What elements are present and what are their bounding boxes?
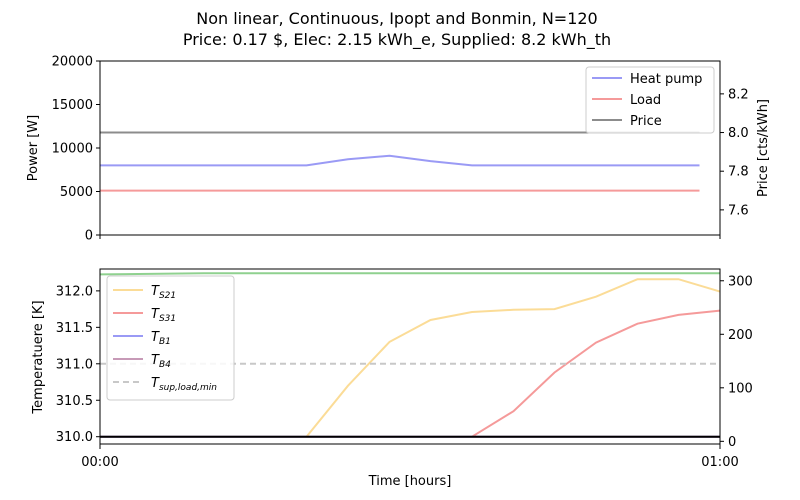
legend-label-tb4-sub: B4 <box>159 360 171 370</box>
legend-label-heat-pump: Heat pump <box>630 72 702 87</box>
top-y-tick-label-2: 10000 <box>52 142 93 157</box>
top-x-ticks <box>99 235 721 239</box>
top-right-y-ticks: 7.6 7.8 8.0 8.2 <box>720 87 749 218</box>
top-y-tick-label-4: 20000 <box>52 55 93 70</box>
top-y-tick-label-1: 5000 <box>60 185 93 200</box>
bottom-y-axis-label: Temperatuere [K] <box>31 300 46 414</box>
legend-label-tsup-sub: sup,load,min <box>159 383 217 393</box>
top-legend: Heat pump Load Price <box>585 66 715 134</box>
top-right-y-axis-label: Price [cts/kWh] <box>756 99 771 197</box>
x-tick-label-end: 01:00 <box>701 455 738 470</box>
bottom-y-tick-label-0: 310.0 <box>56 430 93 445</box>
bottom-right-y-tick-label-1: 100 <box>728 381 753 396</box>
bottom-y-tick-label-2: 311.0 <box>56 357 93 372</box>
legend-label-tb4: TB4 <box>151 353 171 370</box>
top-subplot: 0 5000 10000 15000 20000 7.6 7.8 8.0 8.2 Power … <box>26 55 771 244</box>
top-y-axis-label: Power [W] <box>26 115 41 181</box>
top-right-y-tick-label-2: 8.0 <box>728 126 749 141</box>
legend-label-tsup-main: T <box>151 376 160 391</box>
bottom-right-y-ticks: 0 100 200 300 <box>720 274 753 450</box>
top-right-y-tick-label-3: 8.2 <box>728 87 749 102</box>
legend-label-ts21: TS21 <box>151 284 176 301</box>
bottom-right-y-tick-label-3: 300 <box>728 274 753 289</box>
bottom-series-group <box>99 272 721 438</box>
legend-label-price: Price <box>630 114 662 129</box>
legend-label-ts21-sub: S21 <box>159 291 176 301</box>
bottom-y-tick-label-3: 311.5 <box>56 321 93 336</box>
figure-title-line1: Non linear, Continuous, Ipopt and Bonmin… <box>196 9 597 28</box>
legend-label-load: Load <box>630 93 661 108</box>
series-ts31-line <box>471 309 721 438</box>
x-axis-label: Time [hours] <box>368 474 452 489</box>
legend-label-ts31: TS31 <box>151 307 176 324</box>
top-y-tick-label-3: 15000 <box>52 98 93 113</box>
bottom-subplot: 310.0 310.5 311.0 311.5 312.0 0 100 200 300 00:… <box>31 268 753 489</box>
figure-title-line2: Price: 0.17 $, Elec: 2.15 kWh_e, Supplie… <box>183 30 611 50</box>
top-y-ticks: 0 5000 10000 15000 20000 <box>52 55 100 244</box>
legend-label-tsup: Tsup,load,min <box>151 376 217 393</box>
legend-label-ts31-sub: S31 <box>159 314 176 324</box>
legend-label-ts21-main: T <box>151 284 160 299</box>
bottom-x-ticks: 00:00 01:00 <box>81 444 739 470</box>
bottom-right-y-tick-label-2: 200 <box>728 328 753 343</box>
bottom-legend-box <box>106 275 235 401</box>
series-heat-pump-line <box>100 154 700 167</box>
bottom-y-tick-label-1: 310.5 <box>56 394 93 409</box>
bottom-y-ticks: 310.0 310.5 311.0 311.5 312.0 <box>56 284 100 445</box>
legend-label-tb4-main: T <box>151 353 160 368</box>
bottom-axes-frame <box>99 268 721 445</box>
legend-label-tb1: TB1 <box>151 330 171 347</box>
top-right-y-tick-label-1: 7.8 <box>728 165 749 180</box>
legend-label-tb1-main: T <box>151 330 160 345</box>
series-ts21-line <box>305 278 721 438</box>
legend-label-ts31-main: T <box>151 307 160 322</box>
top-legend-box <box>585 66 715 134</box>
bottom-right-y-tick-label-0: 0 <box>728 435 736 450</box>
top-right-y-tick-label-0: 7.6 <box>728 203 749 218</box>
x-tick-label-start: 00:00 <box>81 455 118 470</box>
bottom-legend: TS21 TS31 TB1 TB4 Tsup,load,min <box>106 275 235 401</box>
bottom-y-tick-label-4: 312.0 <box>56 284 93 299</box>
series-right-axis-line <box>99 272 720 276</box>
legend-label-tb1-sub: B1 <box>159 337 171 347</box>
top-y-tick-label-0: 0 <box>85 229 93 244</box>
